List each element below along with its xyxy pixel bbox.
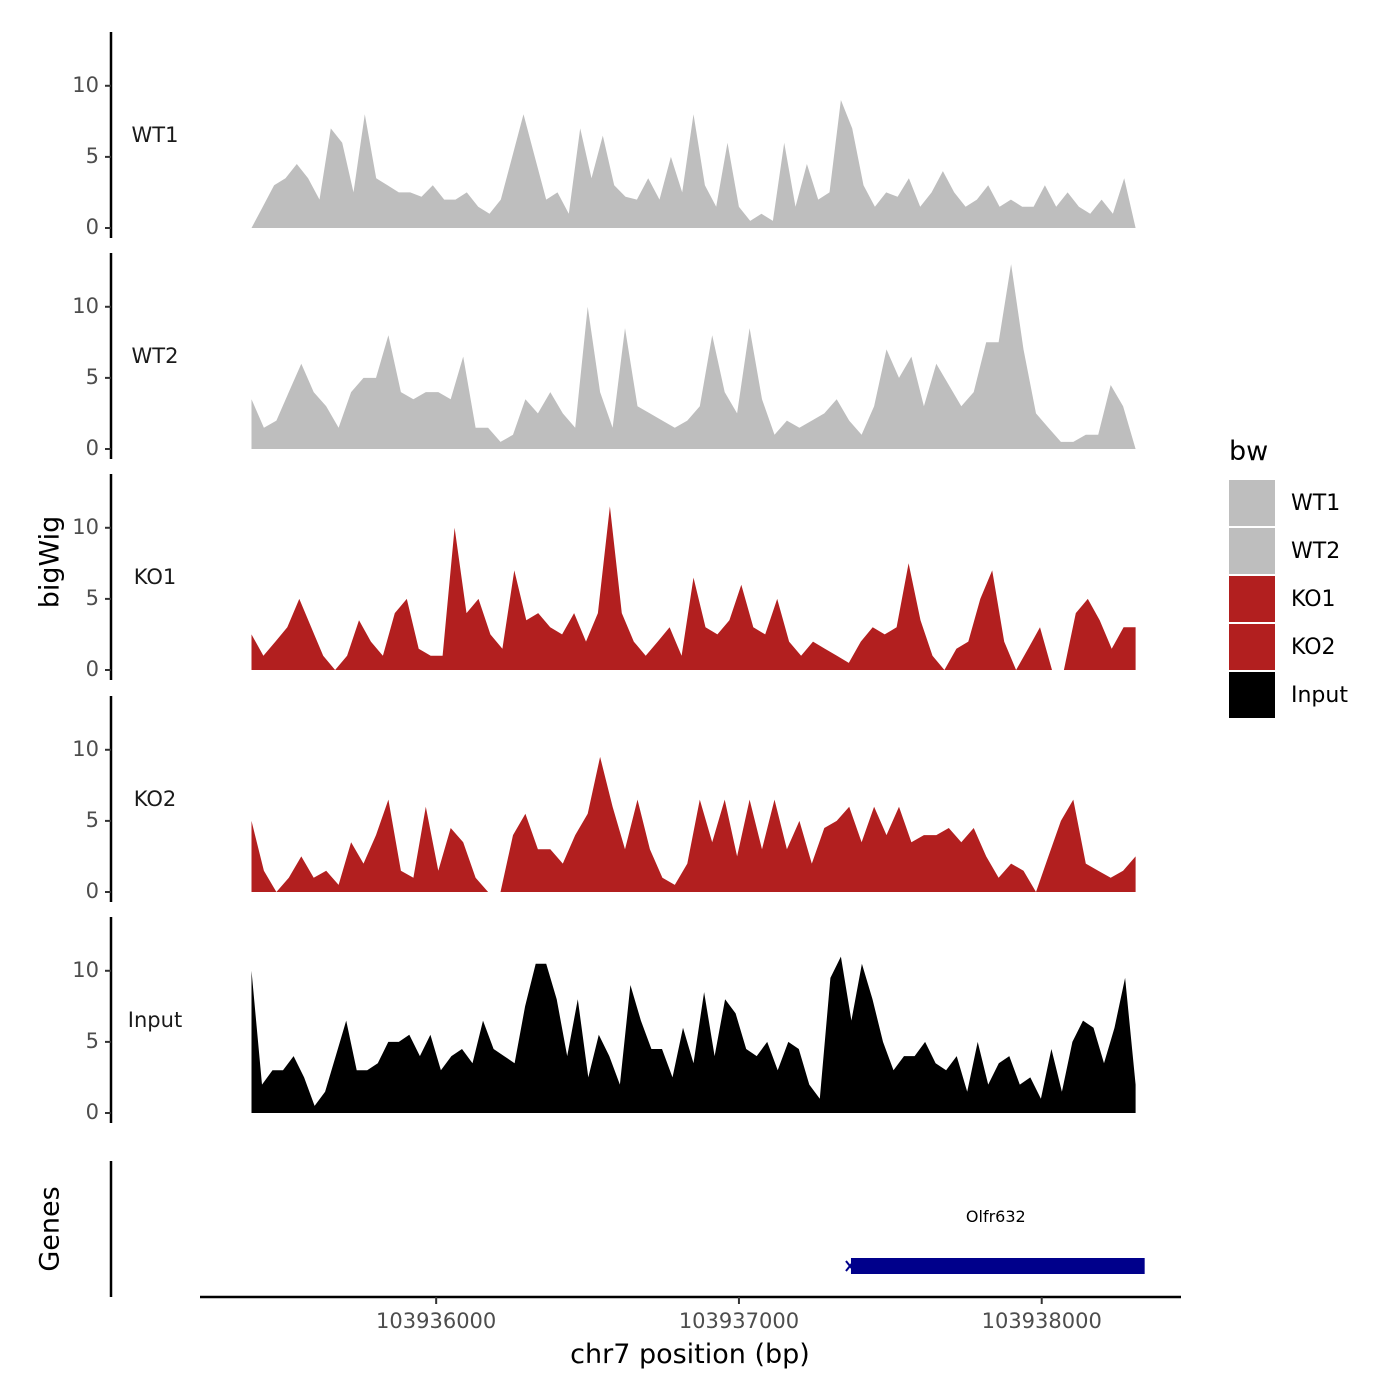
legend-key-ko2 — [1229, 624, 1275, 670]
track-label: WT1 — [132, 123, 179, 147]
track-input: 0 5 10 Input — [72, 917, 1136, 1124]
track-wt2: 0 5 10 WT2 — [72, 253, 1136, 460]
legend-key-wt1 — [1229, 480, 1275, 526]
x-tick-label: 103936000 — [376, 1309, 496, 1333]
area-ko2 — [251, 756, 1136, 892]
track-label: KO2 — [134, 787, 177, 811]
x-tick-label: 103938000 — [982, 1309, 1102, 1333]
genes-track: Genes Olfr632 — [35, 1161, 1145, 1297]
legend-key-input — [1229, 672, 1275, 718]
gene-label: Olfr632 — [966, 1207, 1026, 1226]
legend-label: WT1 — [1291, 491, 1340, 516]
y-tick-label: 5 — [86, 586, 99, 610]
y-axis-title: bigWig — [35, 516, 66, 609]
genes-axis-title: Genes — [35, 1186, 66, 1271]
legend-label: WT2 — [1291, 539, 1340, 564]
y-tick-label: 10 — [72, 515, 99, 539]
y-tick-label: 0 — [86, 436, 99, 460]
gene-body — [850, 1258, 1145, 1274]
y-tick-label: 10 — [72, 737, 99, 761]
y-tick-label: 0 — [86, 1100, 99, 1124]
area-wt2 — [251, 264, 1136, 449]
legend-title: bw — [1229, 436, 1268, 467]
y-tick-label: 5 — [86, 144, 99, 168]
y-tick-label: 5 — [86, 808, 99, 832]
y-tick-label: 10 — [72, 958, 99, 982]
track-label: Input — [128, 1008, 182, 1032]
legend-key-wt2 — [1229, 528, 1275, 574]
area-input — [251, 956, 1136, 1113]
gene-strand-icon — [845, 1260, 855, 1272]
y-tick-label: 0 — [86, 879, 99, 903]
y-tick-label: 5 — [86, 1029, 99, 1053]
legend-label: KO2 — [1291, 635, 1336, 660]
y-tick-label: 5 — [86, 365, 99, 389]
legend: bw WT1 WT2 KO1 KO2 Input — [1229, 436, 1348, 718]
x-axis: chr7 position (bp) 103936000 103937000 103… — [200, 1295, 1181, 1370]
tracks-group: 0 5 10 WT1 0 5 10 WT2 0 5 10 KO1 0 5 10 KO2 0 5 10 Input — [72, 32, 1136, 1124]
x-tick-label: 103937000 — [679, 1309, 799, 1333]
track-label: KO1 — [134, 565, 177, 589]
legend-label: Input — [1291, 683, 1348, 708]
legend-label: KO1 — [1291, 587, 1336, 612]
area-wt1 — [251, 100, 1136, 228]
gene-olfr632: Olfr632 — [845, 1207, 1145, 1274]
track-label: WT2 — [132, 344, 179, 368]
x-axis-title: chr7 position (bp) — [570, 1339, 810, 1370]
area-ko1 — [251, 506, 1136, 670]
track-wt1: 0 5 10 WT1 — [72, 32, 1136, 239]
y-tick-label: 10 — [72, 294, 99, 318]
legend-key-ko1 — [1229, 576, 1275, 622]
y-tick-label: 0 — [86, 657, 99, 681]
track-ko2: 0 5 10 KO2 — [72, 696, 1136, 903]
y-tick-label: 10 — [72, 73, 99, 97]
y-tick-label: 0 — [86, 215, 99, 239]
track-ko1: 0 5 10 KO1 — [72, 474, 1136, 681]
